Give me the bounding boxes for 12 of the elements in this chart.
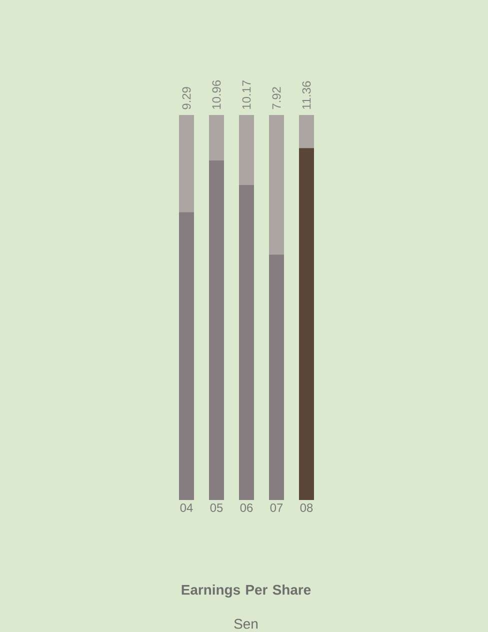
data-label: 7.92	[272, 87, 281, 110]
x-tick-label: 07	[270, 504, 283, 512]
x-tick-label: 06	[240, 504, 253, 512]
text: Earnings Per Share	[182, 584, 311, 598]
x-tick-label: 05	[210, 504, 223, 512]
data-label: 9.29	[182, 87, 191, 110]
x-tick-label: 04	[180, 504, 193, 512]
x-tick-label: 08	[300, 504, 313, 512]
data-label: 11.36	[302, 81, 311, 109]
text: Sen	[234, 618, 258, 629]
data-label: 10.96	[212, 80, 221, 109]
data-label: 10.17	[242, 80, 251, 109]
